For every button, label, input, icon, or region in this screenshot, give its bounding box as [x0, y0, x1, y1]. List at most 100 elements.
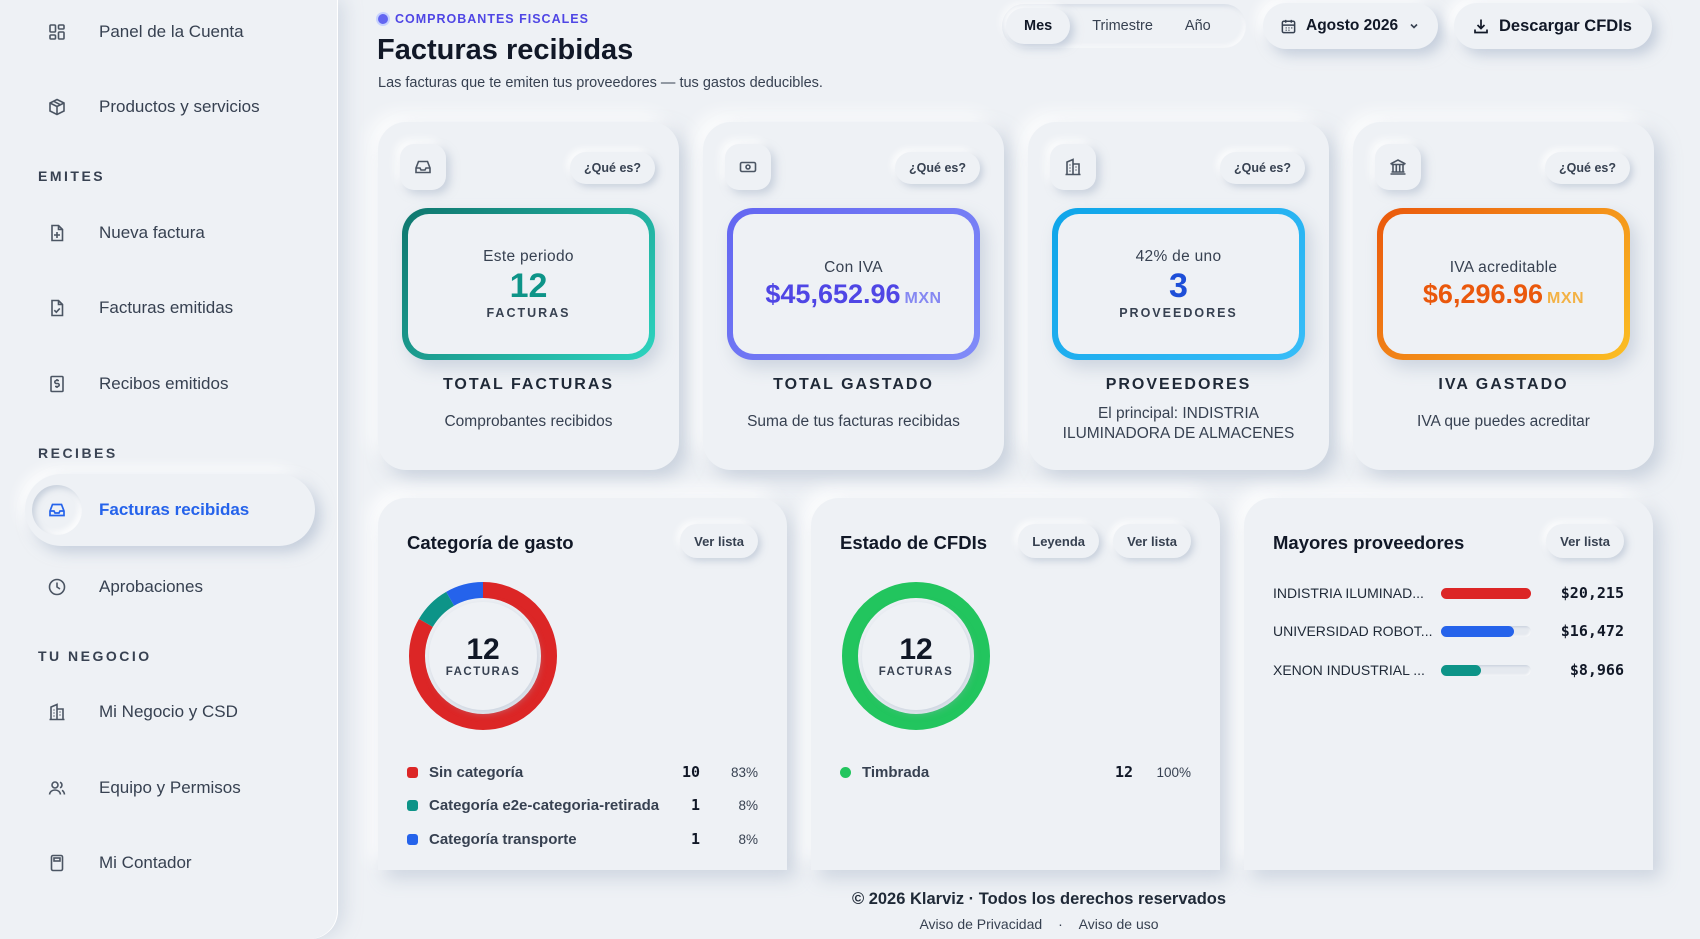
stat-caption: Este periodo	[483, 248, 574, 265]
calendar-icon	[1280, 18, 1297, 35]
legend-row[interactable]: Sin categoría 10 83%	[407, 762, 758, 782]
legend-count: 12	[1114, 763, 1133, 781]
donut-center: 12 FACTURAS	[836, 576, 996, 736]
clock-icon	[32, 562, 82, 612]
download-cfdis-button[interactable]: Descargar CFDIs	[1454, 3, 1652, 49]
sidebar-item-nueva-factura[interactable]: Nueva factura	[25, 197, 315, 269]
category-donut-svg	[409, 582, 557, 730]
help-button[interactable]: ¿Qué es?	[1220, 152, 1305, 184]
sidebar-item-aprobaciones[interactable]: Aprobaciones	[25, 551, 315, 623]
legend-name: Categoría transporte	[429, 830, 577, 848]
donut-unit: FACTURAS	[445, 666, 521, 678]
terms-link[interactable]: Aviso de uso	[1078, 916, 1159, 932]
help-button[interactable]: ¿Qué es?	[1545, 152, 1630, 184]
provider-name: UNIVERSIDAD ROBOT...	[1273, 623, 1433, 639]
legend-row[interactable]: Categoría transporte 1 8%	[407, 829, 758, 849]
section-label-negocio: TU NEGOCIO	[38, 648, 152, 664]
stat-ring: IVA acreditable $6,296.96 MXN	[1377, 208, 1630, 360]
category-arc-2	[409, 582, 557, 730]
users-icon	[32, 763, 82, 813]
provider-bar	[1441, 587, 1531, 599]
leyenda-button[interactable]: Leyenda	[1018, 524, 1099, 558]
provider-bar-fill	[1441, 625, 1514, 637]
sidebar-item-mi-contador[interactable]: Mi Contador	[25, 827, 315, 899]
page-eyebrow: COMPROBANTES FISCALES	[378, 12, 589, 26]
sidebar-item-mi-negocio[interactable]: Mi Negocio y CSD	[25, 676, 315, 748]
category-arcs	[409, 582, 557, 730]
stat-value: 12	[509, 267, 548, 305]
period-option-ano[interactable]: Año	[1184, 18, 1211, 34]
donut-unit: FACTURAS	[878, 666, 954, 678]
legend-count: 10	[681, 763, 700, 781]
date-label: Agosto 2026	[1306, 17, 1399, 34]
provider-amount: $16,472	[1560, 622, 1624, 640]
stat-card-iva-gastado: ¿Qué es? IVA acreditable $6,296.96 MXN I…	[1353, 122, 1654, 470]
sidebar-item-facturas-emitidas[interactable]: Facturas emitidas	[25, 272, 315, 344]
sidebar-item-panel-cuenta[interactable]: Panel de la Cuenta	[25, 0, 315, 68]
chevron-down-icon	[1408, 20, 1420, 32]
sidebar-item-equipo[interactable]: Equipo y Permisos	[25, 752, 315, 824]
package-icon	[32, 82, 82, 132]
ver-lista-button[interactable]: Ver lista	[1546, 524, 1624, 558]
provider-bar	[1441, 664, 1531, 676]
stat-card-total-gastado: ¿Qué es? Con IVA $45,652.96 MXN TOTAL GA…	[703, 122, 1004, 470]
building-icon	[32, 687, 82, 737]
estado-arcs	[842, 582, 990, 730]
stat-description: Suma de tus facturas recibidas	[747, 413, 960, 430]
sidebar-item-label: Productos y servicios	[99, 97, 260, 116]
legend-row[interactable]: Categoría e2e-categoria-retirada 1 8%	[407, 795, 758, 815]
legend-swatch	[407, 833, 418, 845]
calculator-icon	[32, 838, 82, 888]
stat-title: TOTAL GASTADO	[773, 376, 934, 393]
privacy-link[interactable]: Aviso de Privacidad	[919, 916, 1043, 932]
footer-separator: ·	[1058, 916, 1063, 932]
estado-arc-0	[842, 582, 990, 730]
stat-caption: IVA acreditable	[1449, 258, 1558, 276]
ver-lista-button[interactable]: Ver lista	[1113, 524, 1191, 558]
inbox-icon	[32, 485, 82, 535]
period-option-trimestre[interactable]: Trimestre	[1092, 18, 1153, 34]
legend-row[interactable]: Timbrada 12 100%	[840, 762, 1191, 782]
estado-donut-chart: 12 FACTURAS	[836, 576, 996, 736]
legend-swatch	[840, 766, 851, 778]
legend-percent: 83%	[730, 764, 758, 780]
panel-title: Mayores proveedores	[1273, 532, 1465, 553]
eyebrow-dot	[378, 14, 388, 24]
period-option-mes[interactable]: Mes	[1006, 8, 1071, 44]
download-label: Descargar CFDIs	[1499, 16, 1632, 35]
sidebar: Panel de la Cuenta Productos y servicios…	[0, 0, 338, 939]
provider-row[interactable]: XENON INDUSTRIAL ... $8,966	[1273, 659, 1624, 681]
sidebar-item-facturas-recibidas[interactable]: Facturas recibidas	[25, 474, 315, 546]
stat-currency: MXN	[1547, 289, 1585, 307]
building-icon	[1050, 144, 1096, 190]
stat-title: TOTAL FACTURAS	[442, 376, 615, 393]
legend-percent: 8%	[738, 797, 758, 813]
period-selector: Mes Trimestre Año	[1002, 4, 1246, 48]
sidebar-item-recibos-emitidos[interactable]: Recibos emitidos	[25, 348, 315, 420]
date-picker-button[interactable]: Agosto 2026	[1263, 3, 1438, 49]
stat-unit: FACTURAS	[486, 306, 571, 320]
provider-amount: $20,215	[1560, 584, 1624, 602]
stat-ring: Este periodo 12 FACTURAS	[402, 208, 655, 360]
inbox-icon	[400, 144, 446, 190]
sidebar-item-label: Facturas recibidas	[99, 500, 250, 519]
help-button[interactable]: ¿Qué es?	[895, 152, 980, 184]
legend-swatch	[407, 799, 418, 811]
section-label-emites: EMITES	[38, 168, 106, 184]
help-button[interactable]: ¿Qué es?	[570, 152, 655, 184]
stat-unit: PROVEEDORES	[1119, 306, 1238, 320]
page-subtitle: Las facturas que te emiten tus proveedor…	[378, 75, 823, 91]
provider-row[interactable]: INDISTRIA ILUMINAD... $20,215	[1273, 582, 1624, 604]
sidebar-item-label: Equipo y Permisos	[99, 778, 241, 797]
sidebar-item-productos[interactable]: Productos y servicios	[25, 71, 315, 143]
sidebar-item-label: Facturas emitidas	[99, 298, 234, 317]
footer-copyright: © 2026 Klarviz · Todos los derechos rese…	[851, 890, 1227, 908]
provider-bar-fill	[1441, 664, 1481, 676]
sidebar-item-label: Nueva factura	[99, 223, 205, 242]
ver-lista-button[interactable]: Ver lista	[680, 524, 758, 558]
legend-count: 1	[690, 796, 700, 814]
provider-amount: $8,966	[1569, 661, 1624, 679]
stat-caption: Con IVA	[824, 258, 883, 276]
stat-ring: Con IVA $45,652.96 MXN	[727, 208, 980, 360]
provider-row[interactable]: UNIVERSIDAD ROBOT... $16,472	[1273, 620, 1624, 642]
